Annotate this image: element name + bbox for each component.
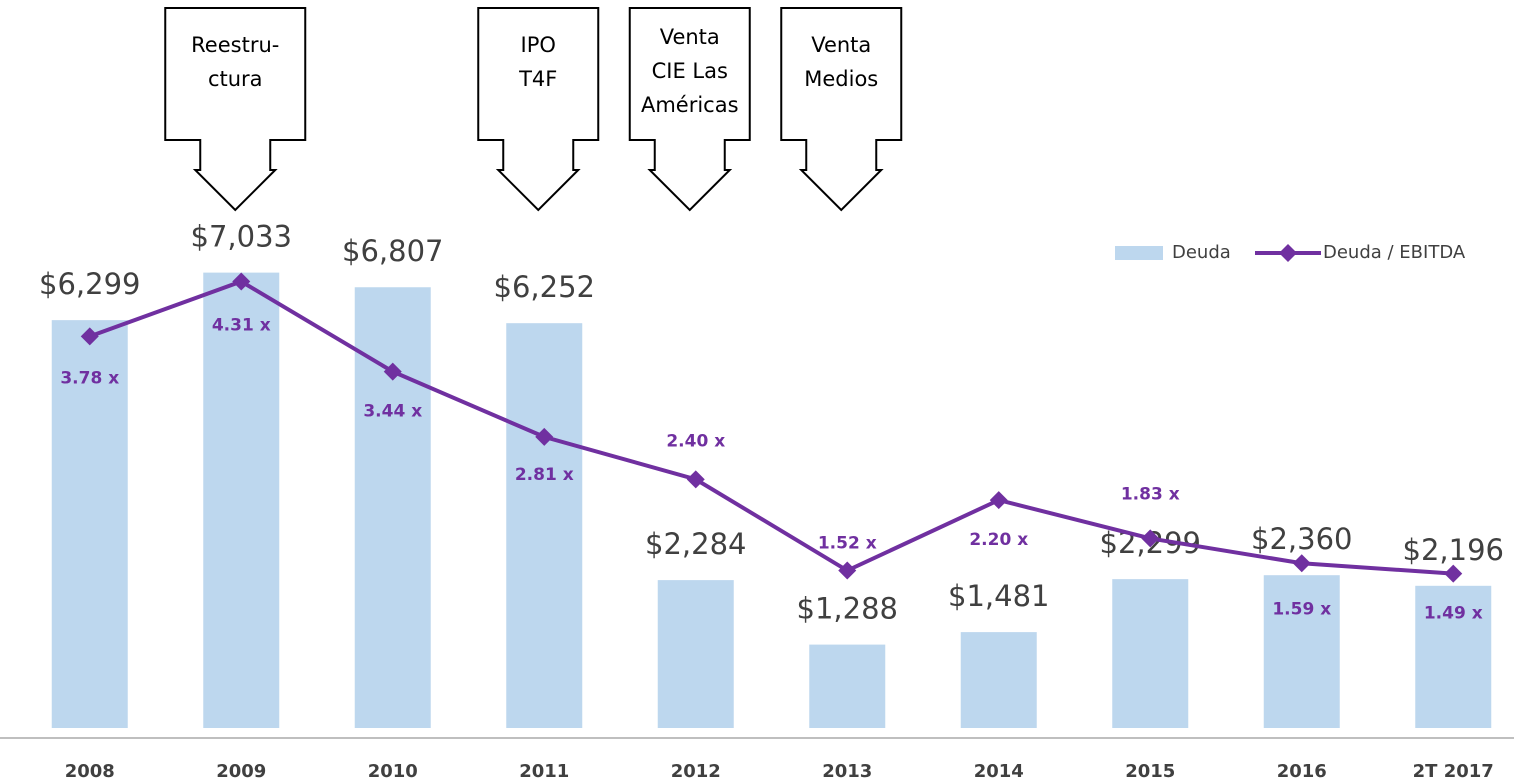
bar-value-label: $6,299 [39,267,140,301]
line-marker [535,427,554,446]
x-tick-label: 2010 [368,761,418,782]
line-value-label: 1.59 x [1272,599,1331,619]
line-marker [1444,564,1463,583]
line-value-label: 4.31 x [212,315,271,335]
callout-text: Medios [804,67,878,91]
line-marker [838,561,857,580]
line-value-label: 2.20 x [969,530,1028,550]
line-value-label: 3.44 x [363,402,422,422]
line-value-label: 2.81 x [515,465,574,485]
x-tick-label: 2008 [65,761,115,782]
line-marker [80,327,99,346]
legend-marker [1279,244,1297,262]
legend-swatch [1115,246,1163,260]
bar-value-label: $1,288 [797,592,898,626]
line-value-label: 1.83 x [1121,484,1180,504]
line-marker [686,470,705,489]
callout-text: IPO [521,33,556,57]
callout-text: CIE Las [652,59,728,83]
bar [203,272,280,728]
line-value-label: 1.49 x [1424,604,1483,624]
line-marker [1292,554,1311,573]
bar-value-label: $1,481 [948,579,1049,613]
line-marker [232,272,251,291]
line-marker [383,362,402,381]
line-value-label: 1.52 x [818,534,877,554]
x-tick-label: 2015 [1125,761,1175,782]
callout-text: Venta [660,25,720,49]
x-tick-label: 2009 [216,761,266,782]
x-tick-label: 2011 [519,761,569,782]
callout-text: Venta [811,33,871,57]
legend-label: Deuda / EBITDA [1323,242,1466,263]
callout-text: Américas [641,93,739,117]
bar [809,644,886,728]
bar [1112,579,1189,728]
callout-text: ctura [208,67,263,91]
bar-value-label: $6,252 [494,270,595,304]
x-tick-label: 2016 [1277,761,1327,782]
callout [477,7,600,212]
line-value-label: 3.78 x [60,368,119,388]
legend-label: Deuda [1172,242,1231,263]
bar-value-label: $2,284 [645,527,746,561]
bar [657,580,734,728]
callout [164,7,307,212]
bar-value-label: $6,807 [342,234,443,268]
callout-text: T4F [518,67,557,91]
x-tick-label: 2T 2017 [1413,761,1494,782]
callout [628,7,751,212]
line-marker [989,491,1008,510]
line-value-label: 2.40 x [666,431,725,451]
bar-value-label: $2,360 [1251,522,1352,556]
x-tick-label: 2012 [671,761,721,782]
callout-text: Reestru- [191,33,279,57]
bar-value-label: $7,033 [191,220,292,254]
x-tick-label: 2013 [822,761,872,782]
bar [960,632,1037,728]
callout [780,7,903,212]
bar [354,287,431,728]
bar [1263,575,1340,728]
line-marker [1141,529,1160,548]
bar-value-label: $2,196 [1403,533,1504,567]
x-tick-label: 2014 [974,761,1024,782]
bar [51,320,128,728]
line [89,279,1454,576]
bar [506,323,583,728]
bar [1415,585,1492,728]
